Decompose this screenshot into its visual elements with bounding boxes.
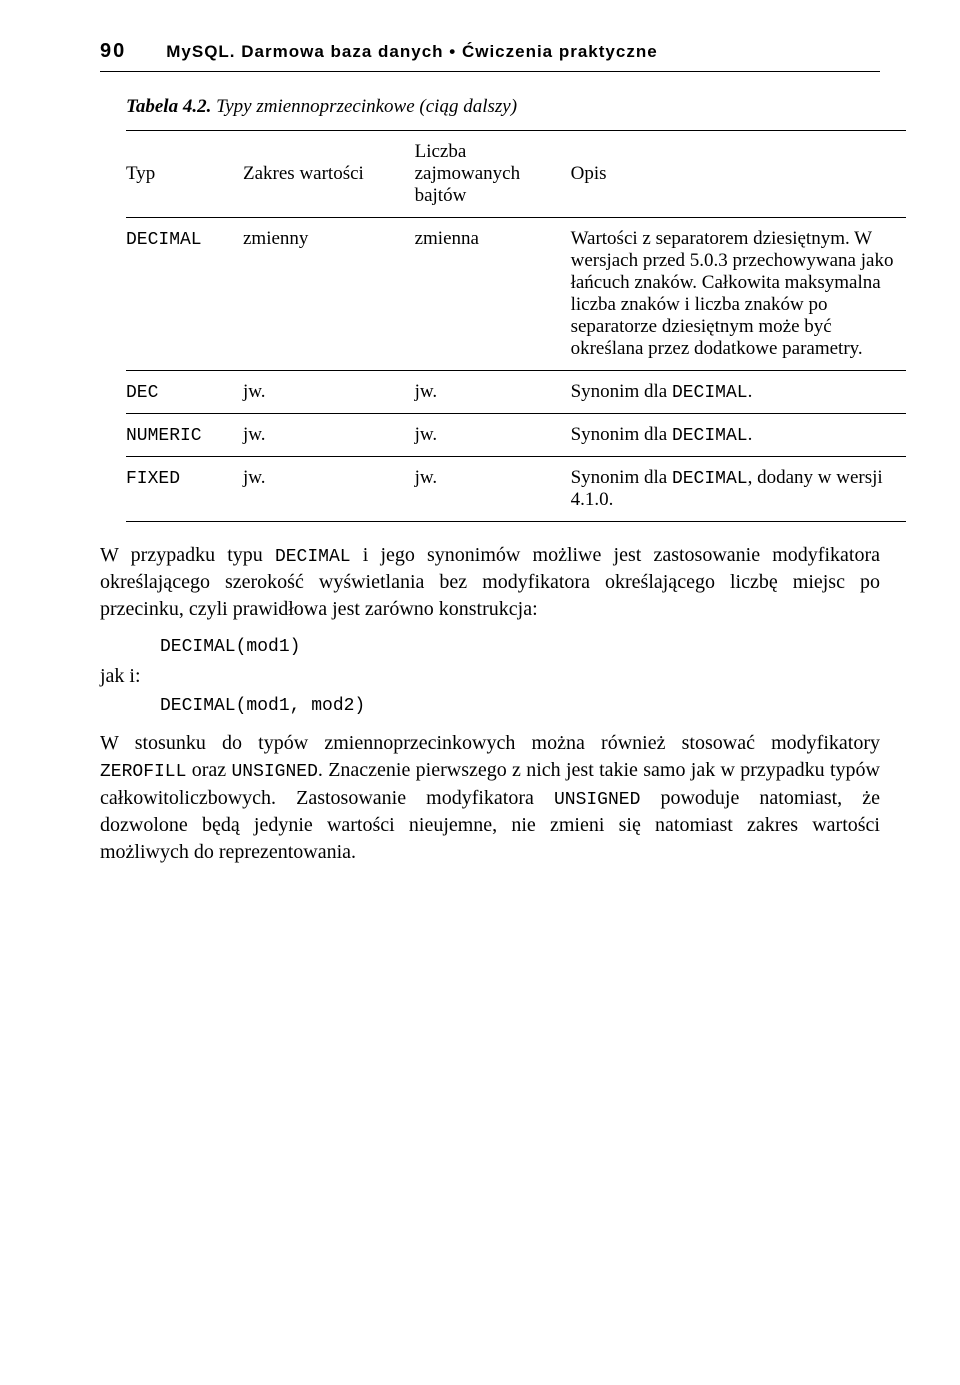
cell-typ: DEC [126, 383, 158, 403]
page-number: 90 [100, 40, 126, 63]
cell-opis: Synonim dla DECIMAL, dodany w wersji 4.1… [571, 457, 906, 522]
table-caption-label: Tabela 4.2. [126, 96, 211, 117]
table-row: FIXED jw. jw. Synonim dla DECIMAL, dodan… [126, 457, 906, 522]
cell-typ: FIXED [126, 469, 180, 489]
cell-liczba: jw. [415, 457, 571, 522]
table-row: NUMERIC jw. jw. Synonim dla DECIMAL. [126, 414, 906, 457]
cell-opis: Synonim dla DECIMAL. [571, 414, 906, 457]
cell-opis: Synonim dla DECIMAL. [571, 371, 906, 414]
cell-zakres: jw. [243, 414, 415, 457]
page-header: 90 MySQL. Darmowa baza danych • Ćwiczeni… [100, 40, 880, 72]
table-header-row: Typ Zakres wartości Liczba zajmowanych b… [126, 131, 906, 218]
cell-liczba: jw. [415, 371, 571, 414]
cell-zakres: jw. [243, 371, 415, 414]
col-header-zakres: Zakres wartości [243, 131, 415, 218]
col-header-typ: Typ [126, 131, 243, 218]
code-example-2: DECIMAL(mod1, mod2) [160, 696, 880, 716]
col-header-liczba: Liczba zajmowanych bajtów [415, 131, 571, 218]
table-row: DECIMAL zmienny zmienna Wartości z separ… [126, 218, 906, 371]
cell-typ: DECIMAL [126, 230, 202, 250]
code-example-1: DECIMAL(mod1) [160, 637, 880, 657]
cell-zakres: jw. [243, 457, 415, 522]
col-header-opis: Opis [571, 131, 906, 218]
cell-liczba: zmienna [415, 218, 571, 371]
table-row: DEC jw. jw. Synonim dla DECIMAL. [126, 371, 906, 414]
table-caption: Tabela 4.2. Typy zmiennoprzecinkowe (cią… [126, 96, 880, 118]
cell-opis: Wartości z separatorem dziesiętnym. W we… [571, 218, 906, 371]
cell-typ: NUMERIC [126, 426, 202, 446]
running-title: MySQL. Darmowa baza danych • Ćwiczenia p… [166, 42, 657, 62]
table-caption-text: Typy zmiennoprzecinkowe (ciąg dalszy) [211, 96, 517, 117]
paragraph-2: W stosunku do typów zmiennoprzecinkowych… [100, 730, 880, 866]
cell-zakres: zmienny [243, 218, 415, 371]
paragraph-1: W przypadku typu DECIMAL i jego synonimó… [100, 542, 880, 623]
types-table: Typ Zakres wartości Liczba zajmowanych b… [126, 130, 906, 522]
label-jak-i: jak i: [100, 665, 880, 688]
cell-liczba: jw. [415, 414, 571, 457]
